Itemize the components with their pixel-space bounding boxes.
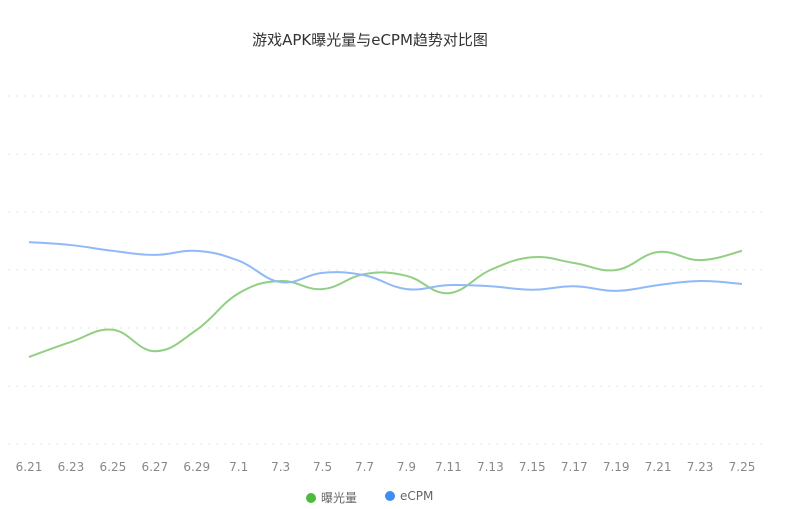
x-tick-label: 6.27: [141, 460, 168, 474]
x-tick-label: 7.15: [519, 460, 546, 474]
series-line-1: [28, 241, 743, 292]
x-tick-label: 7.1: [229, 460, 248, 474]
x-tick-label: 7.7: [355, 460, 374, 474]
x-tick-label: 7.25: [729, 460, 756, 474]
x-tick-label: 7.21: [645, 460, 672, 474]
legend-label: eCPM: [400, 489, 434, 503]
x-tick-label: 7.9: [397, 460, 416, 474]
legend-marker: [306, 492, 316, 503]
legend-item-ecpm[interactable]: eCPM: [385, 489, 433, 503]
x-tick-label: 7.17: [561, 460, 588, 474]
x-tick-label: 7.3: [271, 460, 290, 474]
x-tick-label: 6.29: [183, 460, 210, 474]
x-tick-label: 7.5: [313, 460, 332, 474]
legend-marker: [385, 491, 395, 501]
x-tick-label: 7.11: [435, 460, 462, 474]
x-tick-label: 6.23: [58, 460, 85, 474]
x-tick-label: 7.19: [603, 460, 630, 474]
x-tick-label: 6.21: [16, 460, 43, 474]
series-line-0: [28, 249, 743, 358]
x-tick-label: 7.23: [687, 460, 714, 474]
legend-item-exposure[interactable]: 曝光量: [306, 489, 357, 506]
x-tick-label: 6.25: [100, 460, 127, 474]
x-tick-label: 7.13: [477, 460, 504, 474]
legend-label: 曝光量: [321, 491, 358, 505]
chart-title: 游戏APK曝光量与eCPM趋势对比图: [252, 31, 488, 49]
